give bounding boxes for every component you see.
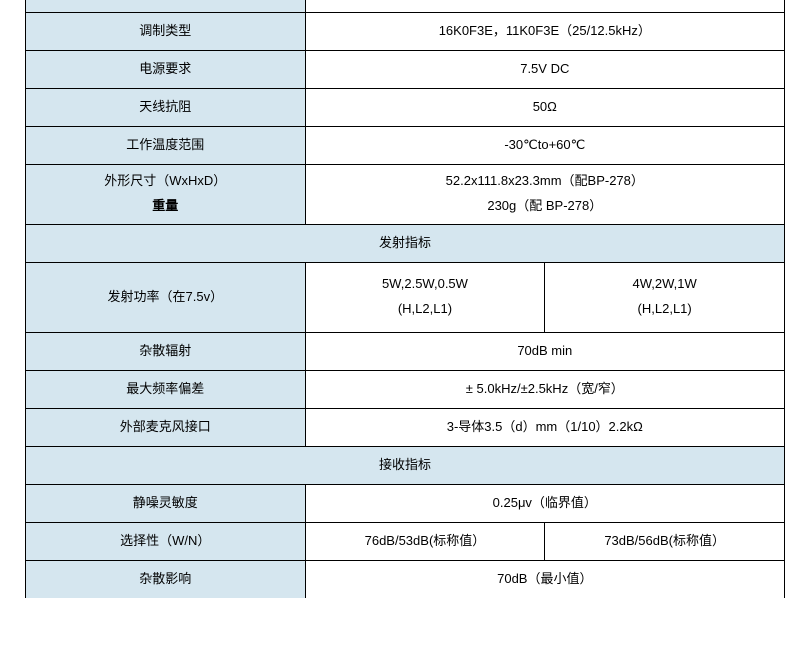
temp-label: 工作温度范围 (26, 126, 306, 164)
cutoff-label (26, 0, 306, 12)
spurious-label: 杂散辐射 (26, 332, 306, 370)
squelch-label: 静噪灵敏度 (26, 484, 306, 522)
antenna-label: 天线抗阻 (26, 88, 306, 126)
mic-label: 外部麦克风接口 (26, 408, 306, 446)
table-row: 接收指标 (26, 446, 785, 484)
spur-resp-label: 杂散影响 (26, 560, 306, 598)
modulation-label: 调制类型 (26, 12, 306, 50)
cutoff-value (305, 0, 784, 12)
table-row: 电源要求 7.5V DC (26, 50, 785, 88)
dimensions-value: 52.2x111.8x23.3mm（配BP-278） 230g（配 BP-278… (305, 164, 784, 224)
squelch-value: 0.25μv（临界值） (305, 484, 784, 522)
rx-header: 接收指标 (26, 446, 785, 484)
spurious-value: 70dB min (305, 332, 784, 370)
txpower-label: 发射功率（在7.5v） (26, 262, 306, 332)
dimensions-label: 外形尺寸（WxHxD） 重量 (26, 164, 306, 224)
table-row: 选择性（W/N） 76dB/53dB(标称值） 73dB/56dB(标称值） (26, 522, 785, 560)
spur-resp-value: 70dB（最小值） (305, 560, 784, 598)
table-row: 静噪灵敏度 0.25μv（临界值） (26, 484, 785, 522)
maxdev-label: 最大频率偏差 (26, 370, 306, 408)
table-row: 天线抗阻 50Ω (26, 88, 785, 126)
table-row: 杂散辐射 70dB min (26, 332, 785, 370)
power-value: 7.5V DC (305, 50, 784, 88)
txpower-value-2: 4W,2W,1W (H,L2,L1) (545, 262, 785, 332)
txpower-value-1: 5W,2.5W,0.5W (H,L2,L1) (305, 262, 545, 332)
txpower-v1-line1: 5W,2.5W,0.5W (306, 272, 545, 297)
table-row: 调制类型 16K0F3E，11K0F3E（25/12.5kHz） (26, 12, 785, 50)
dim-label-line1: 外形尺寸（WxHxD） (26, 169, 305, 194)
txpower-v2-line2: (H,L2,L1) (545, 297, 784, 322)
table-row: 杂散影响 70dB（最小值） (26, 560, 785, 598)
table-row: 发射功率（在7.5v） 5W,2.5W,0.5W (H,L2,L1) 4W,2W… (26, 262, 785, 332)
selectivity-value-1: 76dB/53dB(标称值） (305, 522, 545, 560)
selectivity-label: 选择性（W/N） (26, 522, 306, 560)
table-row: 外形尺寸（WxHxD） 重量 52.2x111.8x23.3mm（配BP-278… (26, 164, 785, 224)
table-row: 外部麦克风接口 3-导体3.5（d）mm（1/10）2.2kΩ (26, 408, 785, 446)
table-row (26, 0, 785, 12)
tx-header: 发射指标 (26, 224, 785, 262)
dim-value-line2: 230g（配 BP-278） (306, 194, 784, 219)
dim-label-line2: 重量 (26, 194, 305, 219)
modulation-value: 16K0F3E，11K0F3E（25/12.5kHz） (305, 12, 784, 50)
txpower-v2-line1: 4W,2W,1W (545, 272, 784, 297)
dim-value-line1: 52.2x111.8x23.3mm（配BP-278） (306, 169, 784, 194)
mic-value: 3-导体3.5（d）mm（1/10）2.2kΩ (305, 408, 784, 446)
table-row: 工作温度范围 -30℃to+60℃ (26, 126, 785, 164)
antenna-value: 50Ω (305, 88, 784, 126)
maxdev-value: ± 5.0kHz/±2.5kHz（宽/窄） (305, 370, 784, 408)
selectivity-value-2: 73dB/56dB(标称值） (545, 522, 785, 560)
txpower-v1-line2: (H,L2,L1) (306, 297, 545, 322)
spec-table: 调制类型 16K0F3E，11K0F3E（25/12.5kHz） 电源要求 7.… (25, 0, 785, 598)
table-row: 最大频率偏差 ± 5.0kHz/±2.5kHz（宽/窄） (26, 370, 785, 408)
temp-value: -30℃to+60℃ (305, 126, 784, 164)
table-row: 发射指标 (26, 224, 785, 262)
power-label: 电源要求 (26, 50, 306, 88)
